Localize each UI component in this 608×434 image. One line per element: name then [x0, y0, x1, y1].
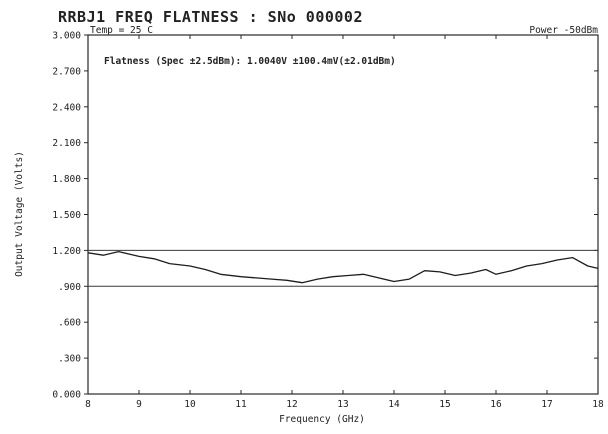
x-axis-label: Frequency (GHz) — [279, 414, 365, 425]
series-layer — [87, 250, 599, 284]
x-tick-label: 12 — [286, 399, 297, 410]
x-tick-label: 9 — [136, 399, 142, 410]
y-tick-label: 2.700 — [52, 66, 81, 77]
temperature-label: Temp = 25 C — [90, 25, 153, 36]
x-tick-label: 14 — [388, 399, 400, 410]
y-tick-label: 3.000 — [52, 31, 81, 42]
x-tick-label: 16 — [490, 399, 502, 410]
flatness-annotation: Flatness (Spec ±2.5dBm): 1.0040V ±100.4m… — [104, 56, 396, 67]
y-tick-label: 2.400 — [52, 102, 81, 113]
y-tick-label: 1.500 — [52, 210, 81, 221]
y-axis: 0.000 .300 .600 .900 1.200 1.500 1.800 2.100 2.4… — [52, 31, 598, 401]
y-tick-label: .300 — [58, 354, 81, 365]
x-tick-label: 13 — [337, 399, 348, 410]
x-tick-label: 15 — [439, 399, 450, 410]
x-tick-label: 11 — [235, 399, 247, 410]
x-tick-label: 10 — [184, 399, 196, 410]
reference-lines — [88, 249, 598, 287]
y-tick-label: .900 — [58, 282, 81, 293]
y-tick-label: 1.800 — [52, 174, 81, 185]
y-tick-label: .600 — [58, 318, 81, 329]
y-tick-label: 0.000 — [52, 390, 81, 401]
power-label: Power -50dBm — [529, 25, 598, 36]
series-line — [87, 250, 599, 284]
y-tick-label: 1.200 — [52, 246, 81, 257]
x-tick-label: 8 — [85, 399, 91, 410]
x-tick-label: 17 — [541, 399, 552, 410]
x-tick-label: 18 — [592, 399, 604, 410]
y-tick-label: 2.100 — [52, 138, 81, 149]
y-axis-label: Output Voltage (Volts) — [14, 151, 25, 277]
x-axis: 8 9 10 11 12 13 14 15 16 17 18 — [85, 35, 604, 410]
chart-title: RRBJ1 FREQ FLATNESS : SNo 000002 — [58, 8, 363, 26]
